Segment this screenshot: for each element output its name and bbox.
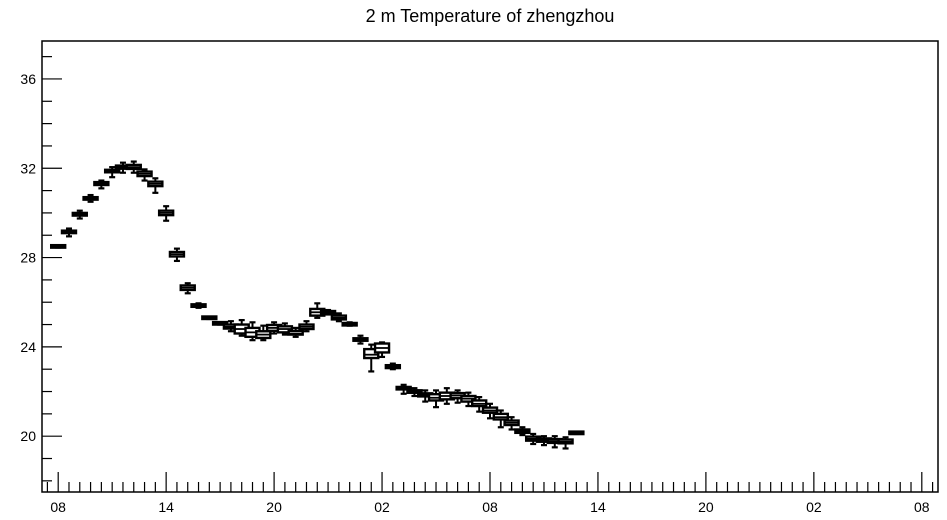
- box-item: [438, 387, 456, 405]
- chart-title: 2 m Temperature of zhengzhou: [366, 6, 615, 26]
- box-item: [406, 387, 423, 398]
- box-item: [492, 409, 509, 429]
- x-tick-label: 14: [158, 499, 174, 515]
- box-item: [60, 227, 78, 238]
- y-tick-label: 28: [20, 250, 36, 266]
- box-item: [319, 308, 337, 316]
- box-item: [82, 193, 99, 203]
- box-item: [352, 334, 369, 345]
- box-item: [557, 436, 574, 450]
- box-item: [157, 205, 175, 222]
- x-tick-label: 08: [50, 499, 66, 515]
- y-tick-label: 32: [20, 160, 36, 176]
- box-item: [49, 243, 67, 249]
- box-item: [93, 179, 110, 190]
- y-tick-label: 24: [20, 339, 36, 355]
- box-item: [395, 383, 412, 395]
- box-item: [179, 282, 196, 295]
- box-item: [71, 209, 88, 220]
- box-item: [201, 315, 218, 321]
- box-item: [168, 247, 186, 263]
- box-item: [460, 391, 477, 408]
- x-tick-label: 14: [590, 499, 606, 515]
- box-item: [503, 416, 520, 431]
- x-tick-label: 02: [806, 499, 822, 515]
- box-item: [298, 320, 315, 333]
- box-item: [287, 326, 304, 338]
- plot-frame: [41, 40, 939, 493]
- box-item: [190, 302, 207, 309]
- box-item: [471, 396, 488, 413]
- box-item: [384, 362, 402, 371]
- y-tick-label: 20: [20, 428, 36, 444]
- box-item: [341, 321, 358, 327]
- box-item: [514, 426, 531, 437]
- box-item: [125, 160, 142, 174]
- y-axis: 20 24 28 32 36: [20, 56, 62, 482]
- box-item: [147, 177, 164, 194]
- box-item: [568, 430, 585, 436]
- box-item: [373, 341, 391, 359]
- box-item: [136, 168, 153, 182]
- y-tick-label: 36: [20, 71, 36, 87]
- box-item: [276, 322, 294, 336]
- x-tick-label: 20: [266, 499, 282, 515]
- x-tick-label: 02: [374, 499, 390, 515]
- x-axis: 08 14 20 02 08 14 20 02 08: [46, 472, 934, 515]
- box-item: [417, 389, 434, 403]
- box-item: [255, 324, 272, 342]
- x-tick-label: 08: [482, 499, 498, 515]
- box-item: [330, 312, 348, 323]
- box-series: [49, 160, 585, 450]
- x-tick-label: 20: [698, 499, 714, 515]
- x-tick-label: 08: [914, 499, 930, 515]
- box-item: [233, 318, 250, 337]
- box-item: [103, 166, 121, 179]
- box-item: [546, 435, 563, 449]
- box-item: [481, 402, 499, 420]
